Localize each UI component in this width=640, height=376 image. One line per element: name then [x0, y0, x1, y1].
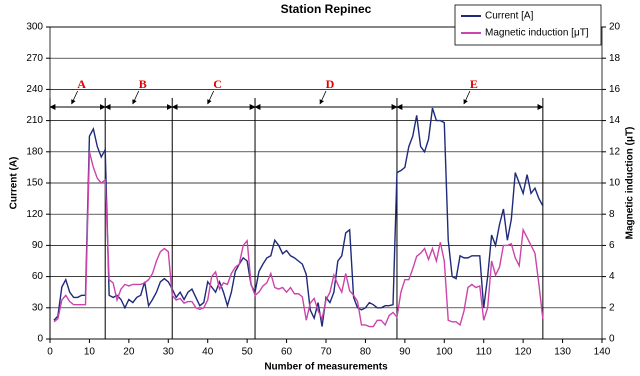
y-tick-label: 150: [26, 178, 43, 189]
y-tick-label: 120: [26, 209, 43, 220]
y2-tick-label: 12: [609, 146, 621, 157]
y2-tick-label: 0: [609, 334, 615, 345]
y-tick-label: 60: [32, 271, 44, 282]
x-tick-label: 50: [242, 347, 254, 358]
x-tick-label: 80: [360, 347, 372, 358]
x-tick-label: 120: [515, 347, 532, 358]
y-tick-label: 90: [32, 240, 44, 251]
x-tick-label: 40: [202, 347, 214, 358]
segment-label: B: [139, 77, 147, 91]
y-tick-label: 210: [26, 115, 43, 126]
y2-axis-label: Magnetic induction (μT): [625, 127, 636, 240]
legend-label: Magnetic induction [μT]: [485, 28, 589, 39]
x-axis-label: Number of measurements: [264, 362, 388, 373]
y-tick-label: 30: [32, 302, 44, 313]
x-tick-label: 130: [554, 347, 571, 358]
segment-label: D: [326, 77, 335, 91]
x-tick-label: 20: [123, 347, 135, 358]
y2-tick-label: 8: [609, 209, 615, 220]
x-tick-label: 60: [281, 347, 293, 358]
chart-title: Station Repinec: [281, 2, 372, 16]
y2-tick-label: 18: [609, 53, 621, 64]
y2-tick-label: 16: [609, 84, 621, 95]
x-tick-label: 0: [47, 347, 53, 358]
y-tick-label: 240: [26, 84, 43, 95]
y-tick-label: 0: [37, 334, 43, 345]
x-tick-label: 10: [84, 347, 96, 358]
y-axis-label: Current (A): [9, 157, 20, 210]
x-tick-label: 100: [436, 347, 453, 358]
segment-label: E: [470, 77, 478, 91]
y2-tick-label: 10: [609, 178, 621, 189]
series-line: [53, 107, 544, 327]
segment-label: A: [77, 77, 86, 91]
segment-pointer: [132, 90, 140, 105]
segment-pointer: [207, 90, 214, 105]
y2-tick-label: 4: [609, 271, 615, 282]
x-tick-label: 140: [594, 347, 611, 358]
x-tick-label: 110: [476, 347, 492, 358]
x-tick-label: 70: [320, 347, 332, 358]
y-tick-label: 300: [26, 22, 43, 33]
y2-tick-label: 14: [609, 115, 621, 126]
series-line: [53, 151, 544, 328]
x-tick-label: 30: [163, 347, 175, 358]
y-tick-label: 180: [26, 146, 43, 157]
y2-tick-label: 6: [609, 240, 615, 251]
legend-box: [454, 4, 602, 46]
y2-tick-label: 2: [609, 302, 615, 313]
y2-tick-label: 20: [609, 22, 621, 33]
y-tick-label: 270: [26, 53, 43, 64]
segment-pointer: [319, 90, 327, 105]
segment-label: C: [213, 77, 222, 91]
x-tick-label: 90: [399, 347, 411, 358]
segment-pointer: [71, 90, 78, 105]
segment-pointer: [463, 90, 471, 105]
legend-label: Current [A]: [485, 11, 534, 22]
